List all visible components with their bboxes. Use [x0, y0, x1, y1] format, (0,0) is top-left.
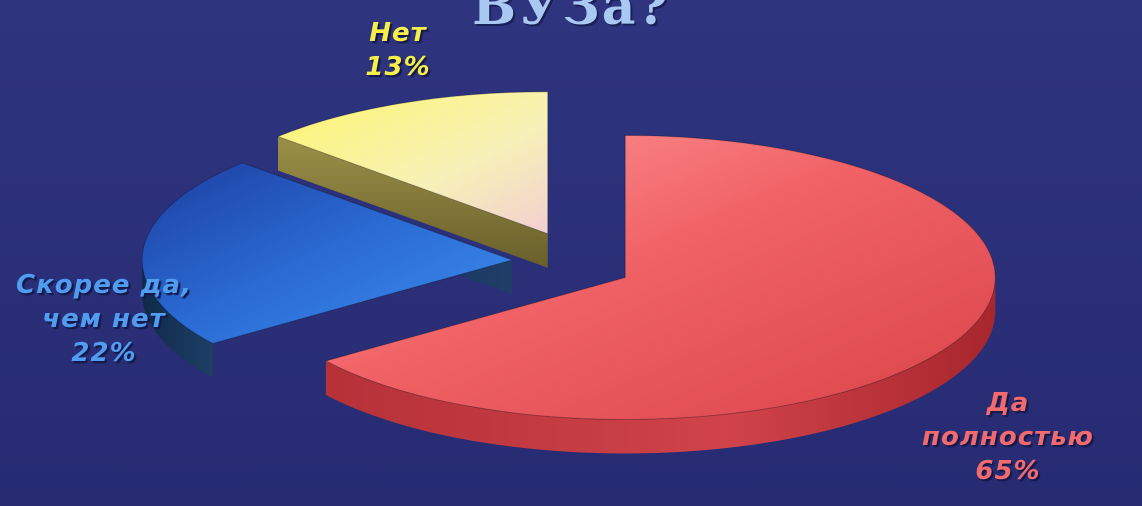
slice-da-polnostyu-label: Да полностью 65% — [922, 386, 1094, 488]
slice-skoree-da-label-line: Скорее да, — [16, 270, 192, 300]
slice-net-label-line: Нет — [369, 18, 427, 48]
slice-net-percent: 13% — [365, 52, 431, 82]
slice-da-polnostyu-label-line: полностью — [922, 422, 1094, 452]
slice-net-cut-face — [278, 136, 548, 268]
slice-skoree-da-label: Скорее да, чем нет 22% — [16, 268, 192, 370]
slice-net-label: Нет 13% — [365, 16, 430, 84]
slice-skoree-da — [141, 162, 514, 344]
slice-net — [276, 91, 549, 235]
slice-da-polnostyu — [324, 134, 996, 420]
slice-da-polnostyu-side — [325, 277, 996, 454]
chart-title: ВУЗа? — [472, 0, 670, 37]
slice-skoree-da-percent: 22% — [71, 338, 137, 368]
slice-da-polnostyu-label-line: Да — [986, 388, 1030, 418]
slice-da-polnostyu-percent: 65% — [975, 456, 1041, 486]
slice-skoree-da-side — [142, 259, 213, 378]
slice-skoree-da-label-line: чем нет — [42, 304, 166, 334]
